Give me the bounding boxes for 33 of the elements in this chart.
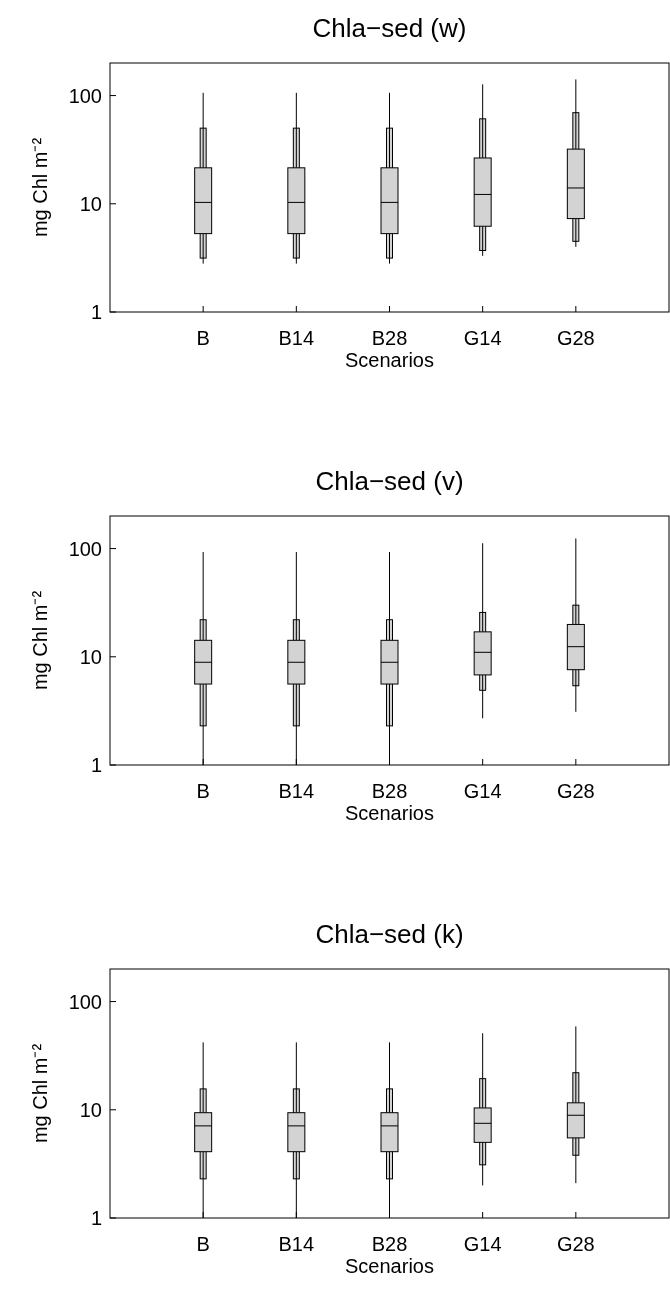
x-tick-label: G28: [556, 327, 595, 349]
x-axis-title: Scenarios: [345, 802, 434, 824]
x-tick-label: B14: [278, 780, 315, 802]
chart-title: Chla−sed (v): [315, 466, 464, 496]
chart-title: Chla−sed (k): [315, 919, 464, 949]
y-tick-label: 1: [90, 1207, 102, 1229]
x-tick-label: B28: [371, 1233, 408, 1255]
chart-title: Chla−sed (w): [312, 13, 467, 43]
x-tick-label: G28: [556, 780, 595, 802]
x-tick-label: B28: [371, 327, 408, 349]
y-tick-label: 10: [79, 1098, 102, 1121]
x-tick-label: B: [196, 327, 210, 349]
y-tick-label: 100: [68, 84, 102, 107]
x-tick-label: B: [196, 1233, 210, 1255]
y-tick-label: 100: [68, 537, 102, 560]
y-axis-title: mg Chl m⁻²: [29, 137, 51, 238]
x-tick-label: B14: [278, 1233, 315, 1255]
y-tick-label: 1: [90, 301, 102, 323]
x-axis-title: Scenarios: [345, 349, 434, 371]
y-tick-label: 10: [79, 192, 102, 215]
x-tick-label: B14: [278, 327, 315, 349]
x-tick-label: B: [196, 780, 210, 802]
y-tick-label: 100: [68, 990, 102, 1013]
x-tick-label: G14: [463, 1233, 502, 1255]
y-axis-title: mg Chl m⁻²: [29, 590, 51, 691]
y-tick-label: 10: [79, 645, 102, 668]
y-tick-label: 1: [90, 754, 102, 776]
x-tick-label: B28: [371, 780, 408, 802]
x-tick-label: G28: [556, 1233, 595, 1255]
x-tick-label: G14: [463, 780, 502, 802]
y-axis-title: mg Chl m⁻²: [29, 1043, 51, 1144]
x-axis-title: Scenarios: [345, 1255, 434, 1277]
x-tick-label: G14: [463, 327, 502, 349]
